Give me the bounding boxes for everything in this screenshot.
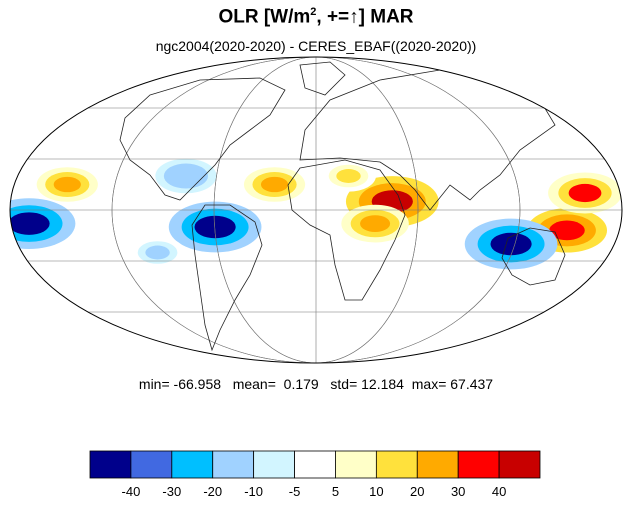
- olr-anomaly-patch: [260, 176, 289, 193]
- colorbar-tick-label: 40: [491, 484, 507, 499]
- colorbar-tick-label: -40: [121, 484, 141, 499]
- colorbar-box: [253, 450, 295, 479]
- olr-anomaly-patch: [336, 169, 361, 183]
- coastline-north-america: [119, 77, 286, 201]
- olr-anomaly-patch: [53, 176, 81, 193]
- olr-anomaly-patch: [172, 168, 200, 184]
- colorbar-box: [416, 450, 459, 479]
- colorbar-box: [212, 450, 255, 479]
- coastline-south-america: [191, 204, 263, 352]
- max-label: max=: [411, 376, 447, 392]
- colorbar-box: [89, 450, 132, 479]
- olr-anomaly-patch: [568, 183, 602, 203]
- colorbar-box: [335, 450, 377, 479]
- coastline-eurasia: [299, 69, 556, 211]
- min-label: min=: [138, 376, 170, 392]
- olr-anomaly-patch: [10, 212, 50, 235]
- longitude-line: [213, 57, 419, 363]
- mean-value: 0.179: [283, 376, 319, 392]
- longitude-line: [111, 57, 521, 363]
- plot-subtitle: ngc2004(2020-2020) - CERES_EBAF((2020-20…: [155, 38, 477, 54]
- std-value: 12.184: [361, 376, 404, 392]
- plot-title: OLR [W/m2, +=↑] MAR: [0, 6, 632, 28]
- coastline-africa: [287, 159, 406, 301]
- colorbar-tick-label: -30: [162, 484, 182, 499]
- title-superscript: 2: [310, 6, 317, 18]
- colorbar-box: [294, 450, 336, 479]
- colorbar-box: [457, 450, 500, 479]
- statistics-line: min= -66.958 mean= 0.179 std= 12.184 max…: [0, 376, 632, 392]
- olr-anomaly-patch: [194, 215, 236, 239]
- min-value: -66.958: [173, 376, 222, 392]
- colorbar-tick-label: 10: [369, 484, 384, 499]
- continent-outlines: [119, 61, 566, 352]
- coastline-greenland: [299, 61, 346, 96]
- map-field: [10, 57, 622, 363]
- colorbar-tick-label: 20: [410, 484, 425, 499]
- olr-anomaly-patch: [490, 232, 532, 256]
- coastline-australia: [501, 227, 566, 286]
- colorbar-box: [171, 450, 214, 479]
- olr-anomaly-patch: [360, 215, 391, 233]
- colorbar-box: [130, 450, 173, 479]
- olr-field: [10, 158, 622, 270]
- colorbar-tick-label: 30: [450, 484, 466, 499]
- olr-anomaly-patch: [145, 245, 170, 260]
- max-value: 67.437: [450, 376, 494, 392]
- mean-label: mean=: [232, 376, 276, 392]
- colorbar-tick-label: -5: [288, 484, 301, 499]
- olr-anomaly-patch: [549, 220, 585, 241]
- title-main: OLR [W/m: [218, 6, 311, 28]
- map-border: [9, 56, 623, 364]
- colorbar-boxes: [89, 450, 541, 479]
- colorbar-box: [375, 450, 418, 479]
- std-label: std=: [330, 376, 358, 392]
- colorbar-tick-label: -20: [203, 484, 223, 499]
- colorbar-tick-label: -10: [244, 484, 264, 499]
- colorbar-tick-label: 5: [331, 484, 340, 499]
- title-suffix: , +=↑] MAR: [316, 6, 414, 28]
- colorbar-box: [498, 450, 541, 479]
